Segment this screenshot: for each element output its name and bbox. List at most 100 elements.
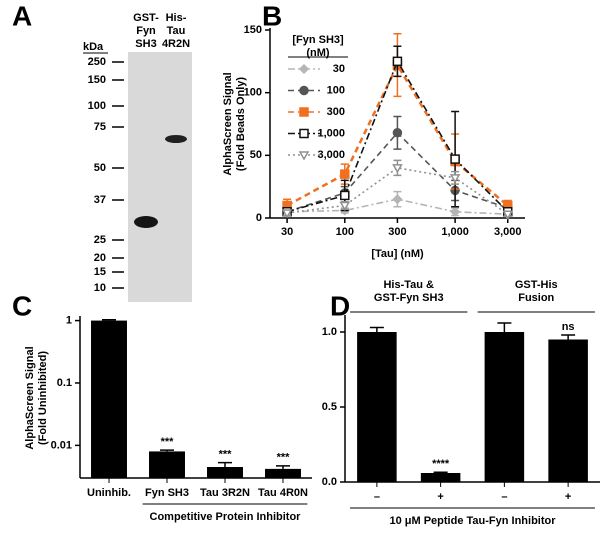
x-tick-label: +: [437, 491, 443, 503]
lane-label: SH3: [135, 38, 156, 50]
marker-label: 75: [94, 121, 106, 133]
x-tick-label: 1,000: [441, 226, 469, 238]
marker: [449, 174, 461, 184]
marker: [340, 169, 350, 179]
error-bar: [160, 449, 174, 452]
panel-label: C: [12, 290, 32, 321]
legend-label: 30: [333, 63, 345, 75]
y-tick-label: 50: [250, 149, 262, 161]
marker: [339, 201, 351, 211]
marker: [502, 210, 514, 220]
x-tick-label: +: [565, 491, 571, 503]
legend-marker: [298, 151, 310, 161]
marker-label: 25: [94, 234, 106, 246]
error-bar: [276, 465, 290, 469]
x-tick-label: –: [374, 491, 380, 503]
group-label: 10 μM Peptide Tau-Fyn Inhibitor: [389, 515, 556, 527]
lane-label: GST-: [133, 12, 159, 24]
y-axis-label: AlphaScreen Signal: [222, 72, 234, 175]
significance-label: ***: [277, 452, 291, 464]
legend-label: 100: [327, 84, 345, 96]
marker: [392, 128, 403, 138]
marker: [392, 56, 403, 67]
y-tick-label: 1: [66, 314, 72, 326]
error-bar: [561, 334, 576, 340]
group-label: Fusion: [518, 292, 554, 304]
legend-marker: [298, 63, 310, 75]
y-tick-label: 0: [256, 212, 262, 224]
y-axis-label: (Fold Uninhibited): [37, 351, 49, 445]
legend-label: 300: [327, 106, 345, 118]
legend-marker: [299, 85, 309, 96]
marker-label: 150: [88, 74, 106, 86]
unit-label: kDa: [83, 41, 104, 53]
legend-title: [Fyn SH3]: [292, 34, 344, 46]
marker-label: 15: [94, 266, 106, 278]
marker-label: 10: [94, 282, 106, 294]
gel: [128, 52, 192, 302]
significance-label: ****: [432, 458, 450, 470]
group-label: GST-Fyn SH3: [374, 292, 444, 304]
marker: [450, 206, 461, 217]
marker-label: 20: [94, 252, 106, 264]
group-label: His-Tau &: [383, 279, 434, 291]
series-line: [286, 62, 509, 207]
legend-title: (nM): [306, 47, 330, 59]
panel-label: D: [330, 290, 350, 321]
lane-label: Tau: [167, 25, 186, 37]
y-tick-label: 100: [244, 87, 262, 99]
y-tick-label: 0.0: [322, 476, 337, 488]
y-tick-label: 0.01: [51, 439, 72, 451]
y-axis-label: (Fold Beads Only): [235, 77, 247, 171]
bar: [265, 468, 301, 478]
y-tick-label: 0.5: [322, 401, 337, 413]
x-tick-label: –: [501, 491, 507, 503]
marker: [392, 194, 403, 205]
legend-marker: [299, 107, 309, 117]
legend-label: 1,000: [317, 127, 345, 139]
marker: [450, 154, 460, 164]
error-bar: [218, 461, 232, 468]
legend-label: 3,000: [317, 149, 345, 161]
x-tick-label: 300: [388, 226, 406, 238]
x-tick-label: Uninhib.: [87, 487, 131, 499]
lane-label: His-: [166, 12, 187, 24]
gel-band: [134, 216, 158, 228]
marker-label: 100: [88, 100, 106, 112]
y-tick-label: 150: [244, 24, 262, 36]
lane-label: Fyn: [136, 25, 156, 37]
y-tick-label: 1.0: [322, 326, 337, 338]
y-tick-label: 0.1: [57, 377, 72, 389]
bar: [149, 451, 185, 478]
x-tick-label: 30: [281, 226, 293, 238]
group-label: GST-His: [515, 279, 558, 291]
bar: [207, 467, 243, 478]
bar: [357, 332, 397, 482]
significance-label: ***: [161, 436, 175, 448]
significance-label: ***: [219, 448, 233, 460]
x-tick-label: Tau 4R0N: [258, 487, 308, 499]
marker-label: 50: [94, 162, 106, 174]
marker: [340, 190, 350, 201]
x-tick-label: Fyn SH3: [145, 487, 189, 499]
x-tick-label: 100: [336, 226, 354, 238]
legend-marker: [299, 128, 309, 139]
bar: [91, 320, 127, 478]
x-tick-label: 3,000: [494, 226, 522, 238]
error-bar: [497, 322, 512, 332]
marker: [392, 164, 403, 174]
error-bar: [369, 326, 384, 332]
error-bar: [433, 471, 448, 473]
x-axis-label: [Tau] (nM): [371, 248, 424, 260]
error-bar: [102, 319, 116, 321]
significance-label: ns: [562, 321, 575, 333]
marker-label: 37: [94, 194, 106, 206]
marker: [281, 209, 293, 219]
bar: [420, 473, 461, 482]
panel-label: B: [262, 0, 282, 31]
group-label: Competitive Protein Inhibitor: [150, 511, 302, 523]
lane-label: 4R2N: [162, 38, 190, 50]
gel-band: [165, 135, 187, 143]
panel-label: A: [12, 0, 32, 31]
